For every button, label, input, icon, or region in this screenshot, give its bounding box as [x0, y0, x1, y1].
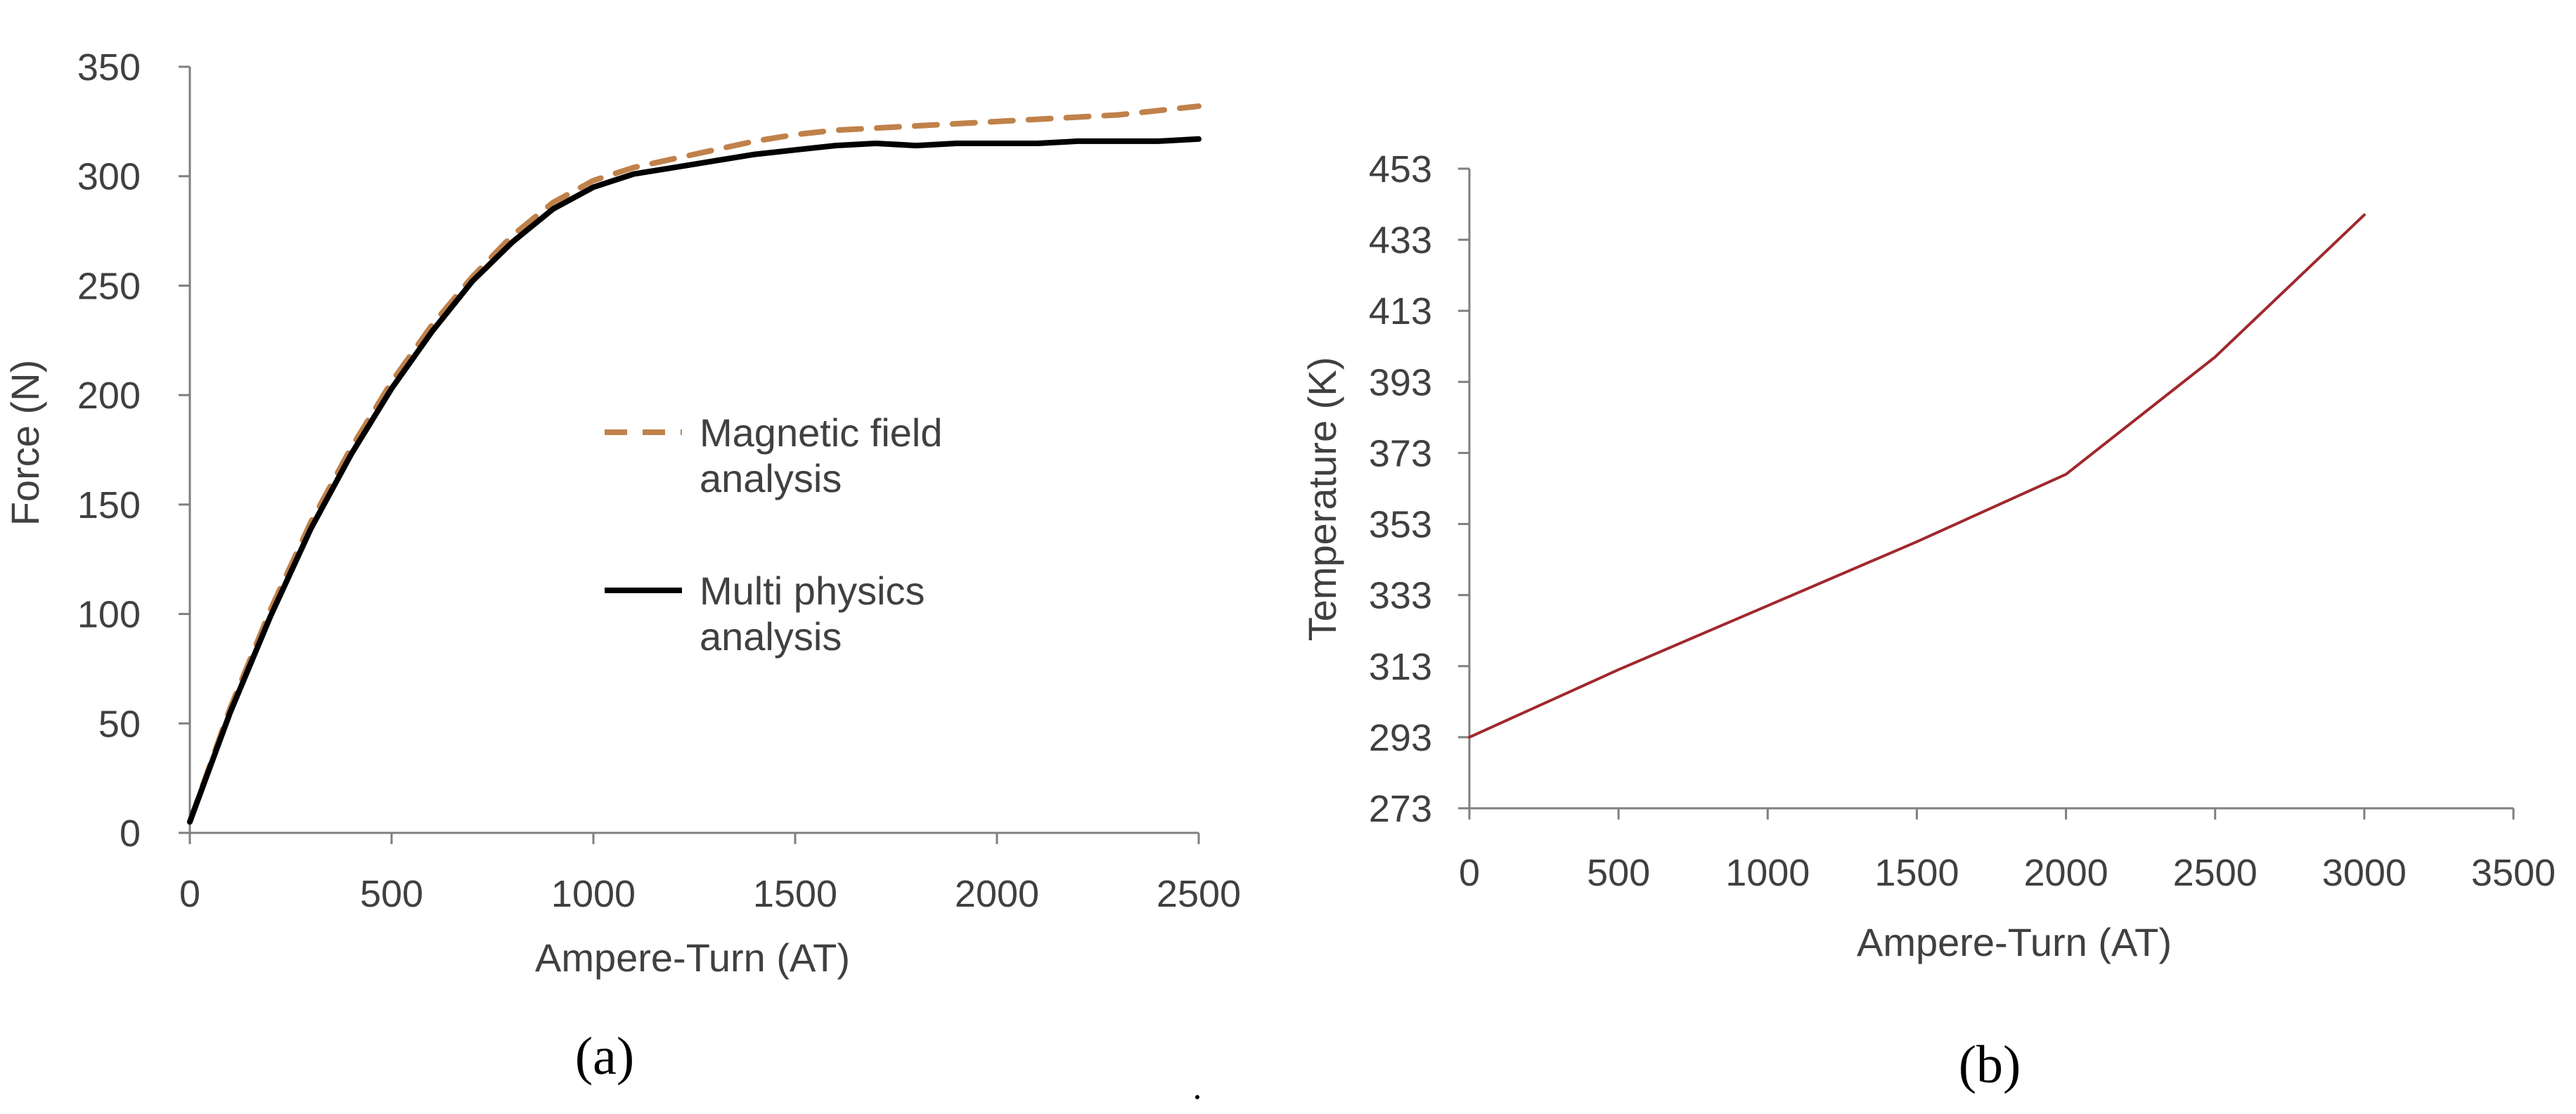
- x-tick-label: 3000: [2322, 852, 2407, 894]
- x-tick-label: 3500: [2471, 852, 2556, 894]
- stray-dot: [1195, 1095, 1199, 1099]
- x-axis-title: Ampere-Turn (AT): [1857, 920, 2172, 964]
- series-multi-physics-line: [187, 136, 1202, 825]
- y-tick-label: 393: [1369, 361, 1432, 403]
- x-tick-label: 2500: [1157, 873, 1241, 915]
- y-tick-label: 333: [1369, 575, 1432, 617]
- y-tick-label: 0: [120, 812, 141, 855]
- y-tick-label: 453: [1369, 148, 1432, 190]
- y-tick-label: 100: [77, 594, 141, 636]
- series-temperature-line: [1468, 213, 2366, 739]
- x-tick-label: 2000: [955, 873, 1039, 915]
- x-tick-label: 2000: [2024, 852, 2108, 894]
- y-tick-label: 433: [1369, 219, 1432, 261]
- y-axis-title: Force (N): [3, 360, 47, 526]
- x-tick-label: 0: [179, 873, 200, 915]
- y-tick-label: 413: [1369, 290, 1432, 332]
- x-tick-label: 500: [1587, 852, 1650, 894]
- y-tick-label: 353: [1369, 504, 1432, 546]
- x-tick-label: 500: [360, 873, 423, 915]
- panel-caption: (b): [1959, 1035, 2021, 1094]
- y-tick-label: 350: [77, 46, 141, 89]
- x-tick-label: 1500: [753, 873, 837, 915]
- legend-label: Magnetic field: [700, 410, 943, 455]
- x-tick-label: 1000: [551, 873, 636, 915]
- y-tick-label: 293: [1369, 717, 1432, 759]
- x-tick-label: 0: [1459, 852, 1480, 894]
- chart-force-vs-ampere-turn: Force (N) Ampere-Turn (AT) (a) 0 500 1000 1…: [3, 46, 1241, 1086]
- x-tick-label: 1500: [1874, 852, 1959, 894]
- x-tick-label: 2500: [2173, 852, 2258, 894]
- legend-label: analysis: [700, 614, 842, 659]
- series-magnetic-field-line: [187, 103, 1202, 825]
- y-tick-label: 150: [77, 484, 141, 526]
- x-tick-label: 1000: [1725, 852, 1810, 894]
- y-tick-label: 250: [77, 265, 141, 307]
- y-tick-label: 313: [1369, 646, 1432, 688]
- y-axis-title: Temperature (K): [1300, 357, 1344, 642]
- y-tick-label: 273: [1369, 788, 1432, 830]
- y-tick-label: 200: [77, 375, 141, 417]
- y-tick-label: 300: [77, 156, 141, 198]
- legend-label: Multi physics: [700, 569, 925, 613]
- chart-temperature-vs-ampere-turn: Temperature (K) Ampere-Turn (AT) (b) 0 50…: [1300, 148, 2556, 1094]
- y-tick-label: 373: [1369, 432, 1432, 474]
- legend-label: analysis: [700, 456, 842, 500]
- x-axis-title: Ampere-Turn (AT): [535, 935, 850, 980]
- y-tick-label: 50: [98, 703, 141, 745]
- panel-caption: (a): [575, 1027, 634, 1086]
